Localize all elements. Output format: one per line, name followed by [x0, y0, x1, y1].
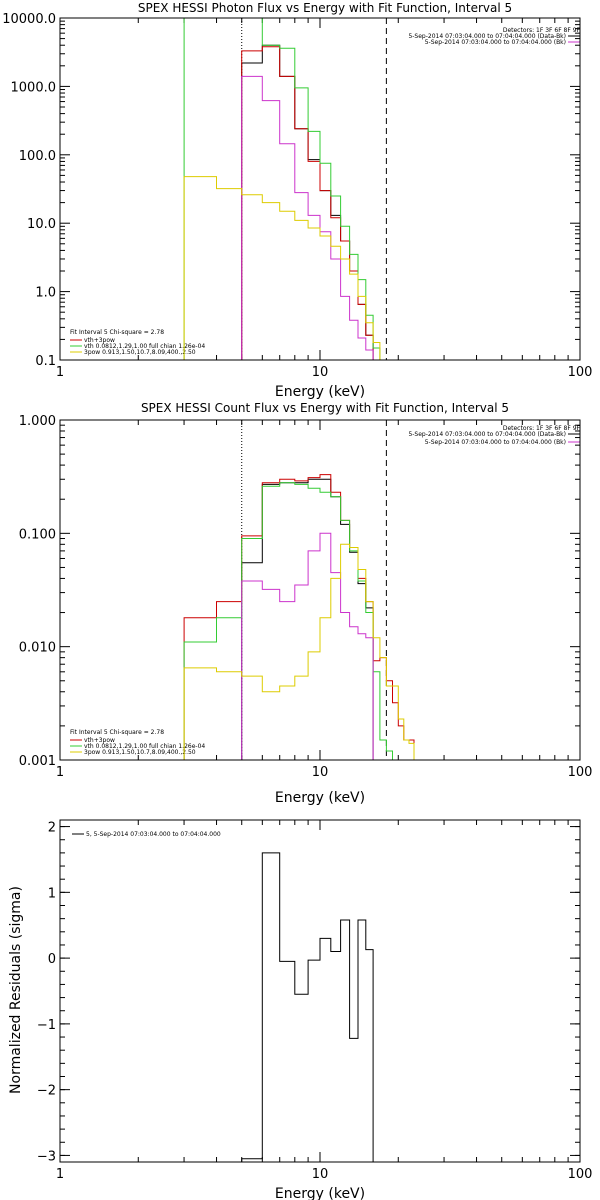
data-interval-label: 5-Sep-2014 07:03:04.000 to 07:04:04.000 …: [408, 33, 566, 40]
y-tick-label: 0.1: [35, 354, 56, 369]
y-tick-label: −3: [37, 1149, 56, 1164]
y-tick-label: 0.010: [19, 641, 56, 656]
x-tick-label: 100: [568, 765, 593, 780]
y-tick-label: 100.0: [19, 149, 56, 164]
series-2-histogram: [183, 482, 393, 760]
y-tick-label: 2: [48, 821, 56, 836]
residuals-panel: Energy (keV) Normalized Residuals (sigma…: [8, 819, 593, 1200]
series-0-histogram: [241, 478, 374, 760]
y-tick-label: 0.001: [19, 754, 56, 769]
residuals-legend-label: 5, 5-Sep-2014 07:03:04.000 to 07:04:04.0…: [86, 831, 221, 838]
panel-title: SPEX HESSI Photon Flux vs Energy with Fi…: [138, 1, 512, 15]
count-flux-panel: SPEX HESSI Count Flux vs Energy with Fit…: [19, 401, 593, 806]
detectors-label: Detectors: 1F 3F 6F 8F 9F: [503, 425, 581, 432]
fit-legend-total: vth+3pow: [84, 337, 115, 344]
y-tick-label: 1.000: [19, 414, 56, 429]
plot-frame: [59, 819, 581, 1163]
plot-frame: [59, 17, 581, 361]
panel-title: SPEX HESSI Count Flux vs Energy with Fit…: [141, 401, 509, 415]
y-tick-label: 1: [48, 886, 56, 901]
x-axis-label: Energy (keV): [275, 790, 365, 806]
fit-legend-total: vth+3pow: [84, 737, 115, 744]
plot-frame: [59, 419, 581, 761]
series-4-histogram: [183, 176, 381, 360]
y-tick-label: −2: [37, 1084, 56, 1099]
fit-legend-3pow: 3pow 0.913,1.50,10.7,8.09,400.,2.50: [84, 749, 196, 756]
x-tick-label: 100: [568, 365, 593, 380]
photon-flux-panel: SPEX HESSI Photon Flux vs Energy with Fi…: [2, 1, 592, 400]
series-3-histogram: [241, 75, 374, 360]
fit-legend-vth: vth 0.0812,1.29,1.00 full chian 1.26e-04: [84, 343, 205, 350]
y-tick-label: −1: [37, 1018, 56, 1033]
x-tick-label: 10: [312, 765, 329, 780]
series-0-histogram: [241, 44, 374, 360]
y-tick-label: 1.0: [35, 286, 56, 301]
series-2-histogram: [183, 18, 381, 360]
y-tick-label: 10000.0: [2, 12, 56, 27]
x-tick-label: 1: [56, 765, 64, 780]
x-tick-label: 10: [312, 1167, 329, 1182]
detectors-label: Detectors: 1F 3F 6F 8F 9F: [503, 27, 581, 34]
fit-legend-title: Fit Interval 5 Chi-square = 2.78: [70, 729, 164, 736]
y-tick-label: 10.0: [27, 217, 56, 232]
y-tick-label: 0: [48, 952, 56, 967]
y-tick-label: 1000.0: [11, 80, 57, 95]
x-tick-label: 1: [56, 1167, 64, 1182]
background-interval-label: 5-Sep-2014 07:03:04.000 to 07:04:04.000 …: [425, 39, 566, 46]
series-0-histogram: [241, 852, 374, 1162]
y-tick-label: 0.100: [19, 527, 56, 542]
data-interval-label: 5-Sep-2014 07:03:04.000 to 07:04:04.000 …: [408, 431, 566, 438]
background-interval-label: 5-Sep-2014 07:03:04.000 to 07:04:04.000 …: [425, 439, 566, 446]
x-tick-label: 10: [312, 365, 329, 380]
series-4-histogram: [183, 543, 415, 760]
series-1-histogram: [241, 46, 374, 360]
x-axis-label: Energy (keV): [275, 1186, 365, 1200]
x-axis-label: Energy (keV): [275, 384, 365, 400]
fit-legend-3pow: 3pow 0.913,1.50,10.7,8.09,400.,2.50: [84, 349, 196, 356]
x-tick-label: 1: [56, 365, 64, 380]
series-3-histogram: [241, 532, 374, 760]
y-axis-label: Normalized Residuals (sigma): [8, 886, 24, 1094]
fit-legend-vth: vth 0.0812,1.29,1.00 full chian 1.26e-04: [84, 743, 205, 750]
fit-legend-title: Fit Interval 5 Chi-square = 2.78: [70, 329, 164, 336]
x-tick-label: 100: [568, 1167, 593, 1182]
